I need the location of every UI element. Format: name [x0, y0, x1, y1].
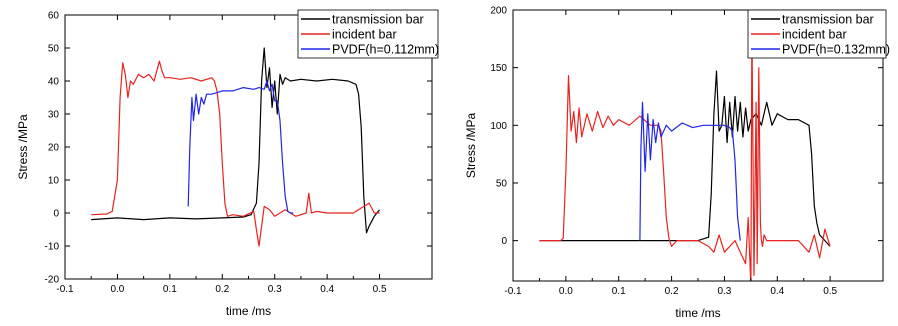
y-tick-label: -20: [45, 275, 60, 286]
x-axis-label: time /ms: [675, 306, 720, 320]
y-tick-label: 150: [490, 63, 507, 74]
x-tick-label: 0.4: [320, 284, 334, 295]
series-line-pvdf-h-0-112mm-: [187, 80, 294, 214]
y-tick-label: 30: [48, 110, 60, 121]
y-tick-label: 40: [48, 77, 60, 88]
x-tick-label: -0.1: [56, 284, 74, 295]
legend-label: PVDF(h=0.112mm): [332, 43, 439, 57]
series-line-incident-bar: [91, 60, 380, 247]
y-tick-label: 200: [490, 6, 507, 17]
y-tick-label: -10: [45, 242, 60, 253]
y-tick-label: 20: [48, 143, 60, 154]
x-tick-label: 0.5: [373, 284, 387, 295]
y-tick-label: 50: [48, 44, 60, 55]
x-axis-label: time /ms: [226, 304, 271, 318]
y-tick-label: 50: [496, 178, 508, 189]
legend-label: transmission bar: [332, 13, 424, 27]
y-tick-label: 10: [48, 176, 60, 187]
x-tick-label: 0.2: [215, 284, 229, 295]
x-tick-label: -0.1: [504, 286, 522, 297]
x-tick-label: 0.5: [823, 286, 837, 297]
series-line-transmission-bar: [91, 47, 381, 234]
x-tick-label: 0.2: [665, 286, 679, 297]
y-tick-label: 100: [490, 121, 507, 132]
right-stress-chart: -0.1 0.0 0.1 0.2 0.3 0.4 0.5 0 50 100 150 200 time /…: [464, 6, 890, 321]
x-tick-label: 0.3: [268, 284, 282, 295]
y-tick-label: 60: [48, 11, 60, 22]
legend-label: incident bar: [332, 28, 397, 42]
x-tick-label: 0.1: [612, 286, 626, 297]
x-tick-label: 0.3: [717, 286, 731, 297]
y-tick-label: 0: [501, 236, 507, 247]
y-tick-label: 0: [53, 209, 59, 220]
x-tick-label: 0.0: [559, 286, 573, 297]
series-line-incident-bar: [539, 26, 831, 281]
legend-label: PVDF(h=0.132mm): [782, 43, 890, 57]
y-axis-label: Stress /MPa: [16, 114, 30, 180]
x-tick-label: 0.1: [163, 284, 177, 295]
y-axis-label: Stress /MPa: [464, 113, 478, 179]
x-tick-label: 0.0: [110, 284, 124, 295]
legend-label: incident bar: [782, 28, 847, 42]
series-line-pvdf-h-0-132mm-: [639, 101, 741, 241]
series-line-transmission-bar: [539, 70, 831, 247]
legend-label: transmission bar: [782, 13, 874, 27]
x-tick-label: 0.4: [770, 286, 784, 297]
left-stress-chart: -0.1 0.0 0.1 0.2 0.3 0.4 0.5 -20 -10 0 10 20 30 40 50 6…: [16, 9, 439, 318]
